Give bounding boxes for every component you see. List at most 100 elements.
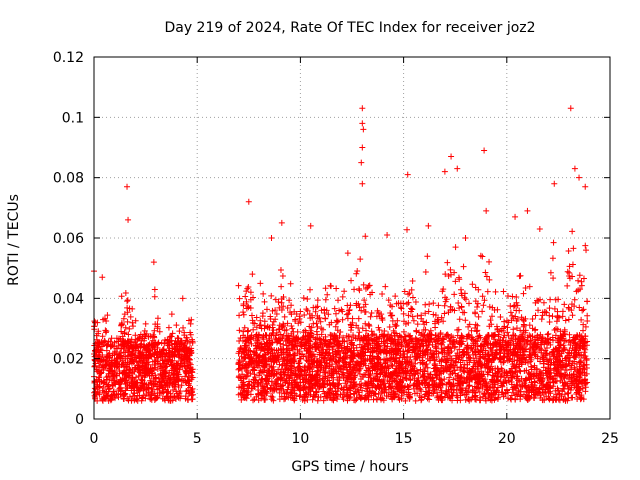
data-point: [240, 311, 247, 318]
data-point: [414, 386, 421, 393]
data-point: [276, 396, 283, 403]
data-point: [318, 364, 325, 371]
data-point: [370, 382, 377, 389]
data-point: [381, 344, 388, 351]
data-point: [575, 389, 582, 396]
data-point: [365, 322, 372, 329]
data-point: [240, 309, 247, 316]
data-point: [125, 352, 132, 359]
data-point: [170, 372, 177, 379]
data-point: [503, 372, 510, 379]
data-point: [400, 310, 407, 317]
data-point: [156, 328, 163, 335]
data-point: [480, 390, 487, 397]
data-point: [550, 275, 557, 282]
data-point: [151, 327, 158, 334]
data-point: [514, 391, 521, 398]
data-point: [547, 341, 554, 348]
data-point: [402, 343, 409, 350]
data-point: [336, 333, 343, 340]
data-point: [503, 386, 510, 393]
data-point: [466, 382, 473, 389]
data-point: [453, 386, 460, 393]
data-point: [330, 382, 337, 389]
data-point: [335, 348, 342, 355]
data-point: [465, 352, 472, 359]
data-point: [268, 332, 275, 339]
data-point: [112, 393, 119, 400]
data-point: [374, 307, 381, 314]
data-point: [245, 354, 252, 361]
data-point: [116, 355, 123, 362]
data-point: [292, 317, 299, 324]
data-point: [102, 395, 109, 402]
data-point: [124, 361, 131, 368]
data-point: [456, 276, 463, 283]
data-point: [104, 357, 111, 364]
data-point: [349, 319, 356, 326]
data-point: [576, 340, 583, 347]
data-point: [382, 383, 389, 390]
data-point: [506, 368, 513, 375]
data-point: [467, 369, 474, 376]
data-point: [334, 382, 341, 389]
data-point: [315, 394, 322, 401]
data-point: [139, 377, 146, 384]
data-point: [311, 359, 318, 366]
data-point: [105, 351, 112, 358]
data-point: [253, 345, 260, 352]
data-point: [538, 375, 545, 382]
data-point: [138, 340, 145, 347]
data-point: [527, 373, 534, 380]
data-point: [411, 381, 418, 388]
data-point: [259, 383, 266, 390]
data-point: [533, 297, 540, 304]
data-point: [550, 352, 557, 359]
data-point: [514, 373, 521, 380]
data-point: [430, 311, 437, 318]
data-point: [168, 311, 175, 318]
data-point: [298, 343, 305, 350]
data-point: [566, 275, 573, 282]
data-point: [515, 377, 522, 384]
data-point: [351, 372, 358, 379]
data-point: [578, 392, 585, 399]
data-point: [353, 300, 360, 307]
data-point: [419, 330, 426, 337]
data-point: [387, 384, 394, 391]
data-point: [482, 383, 489, 390]
data-point: [235, 366, 242, 373]
data-point: [141, 381, 148, 388]
data-point: [314, 368, 321, 375]
data-point: [239, 371, 246, 378]
data-point: [546, 384, 553, 391]
data-point: [292, 343, 299, 350]
data-point: [343, 311, 350, 318]
data-point: [257, 369, 264, 376]
data-point: [494, 306, 501, 313]
data-point: [120, 315, 127, 322]
data-point: [245, 351, 252, 358]
data-point: [579, 385, 586, 392]
data-point: [96, 356, 103, 363]
data-point: [333, 319, 340, 326]
data-point: [438, 345, 445, 352]
data-point: [235, 282, 242, 289]
data-point: [145, 392, 152, 399]
data-point: [133, 358, 140, 365]
data-point: [151, 367, 158, 374]
data-points: [91, 105, 591, 404]
data-point: [281, 313, 288, 320]
data-point: [347, 340, 354, 347]
data-point: [493, 388, 500, 395]
data-point: [489, 357, 496, 364]
data-point: [99, 361, 106, 368]
data-point: [339, 371, 346, 378]
data-point: [406, 333, 413, 340]
data-point: [343, 383, 350, 390]
data-point: [305, 363, 312, 370]
data-point: [485, 350, 492, 357]
data-point: [151, 390, 158, 397]
data-point: [292, 368, 299, 375]
data-point: [485, 359, 492, 366]
